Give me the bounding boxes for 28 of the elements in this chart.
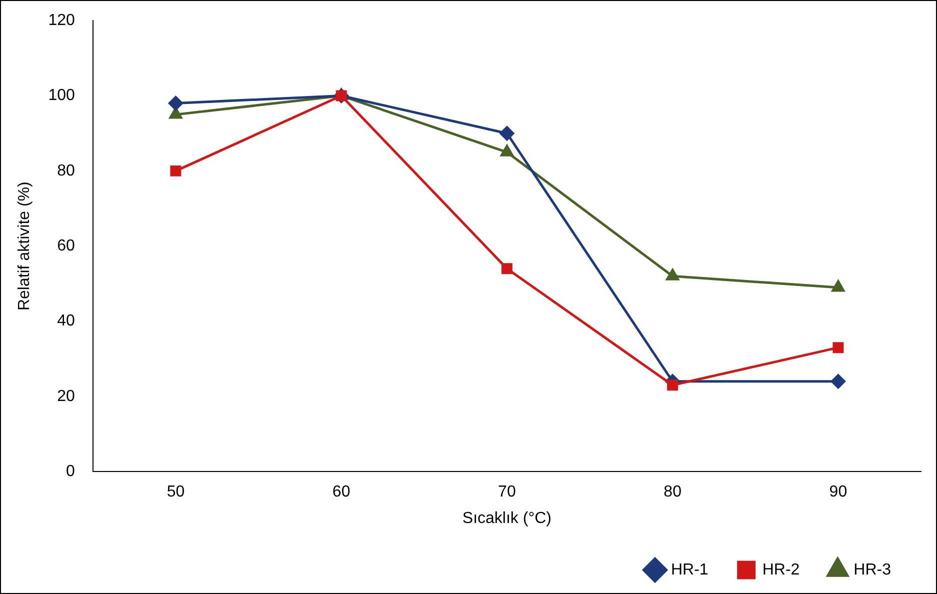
point [500,144,514,156]
point [500,126,514,141]
legend-label: HR-3 [854,561,892,578]
point [832,342,844,354]
point [830,374,846,389]
y-tick-label: 20 [57,388,75,405]
x-tick-label: 60 [332,484,350,501]
y-axis-title: Relatif aktivite (%) [16,182,34,311]
point [169,107,182,119]
y-tick-label: 60 [57,238,75,255]
point [170,165,182,176]
x-tick-label: 70 [498,484,516,501]
y-tick-label: 0 [66,463,75,480]
legend-label: HR-2 [762,561,800,578]
point [832,280,845,292]
x-tick-label: 80 [664,484,682,501]
x-axis-title: Sıcaklık (°C) [462,510,552,527]
legend-label: HR-1 [670,561,708,578]
point [667,380,678,391]
x-tick-label: 50 [166,484,185,501]
point [666,268,680,280]
y-tick-label: 40 [57,312,75,330]
point [168,96,183,111]
x-tick-label: 90 [829,484,848,501]
y-tick-label: 80 [57,162,75,180]
y-tick-label: 100 [48,87,75,104]
y-tick-label: 120 [48,12,75,30]
point [501,263,512,274]
